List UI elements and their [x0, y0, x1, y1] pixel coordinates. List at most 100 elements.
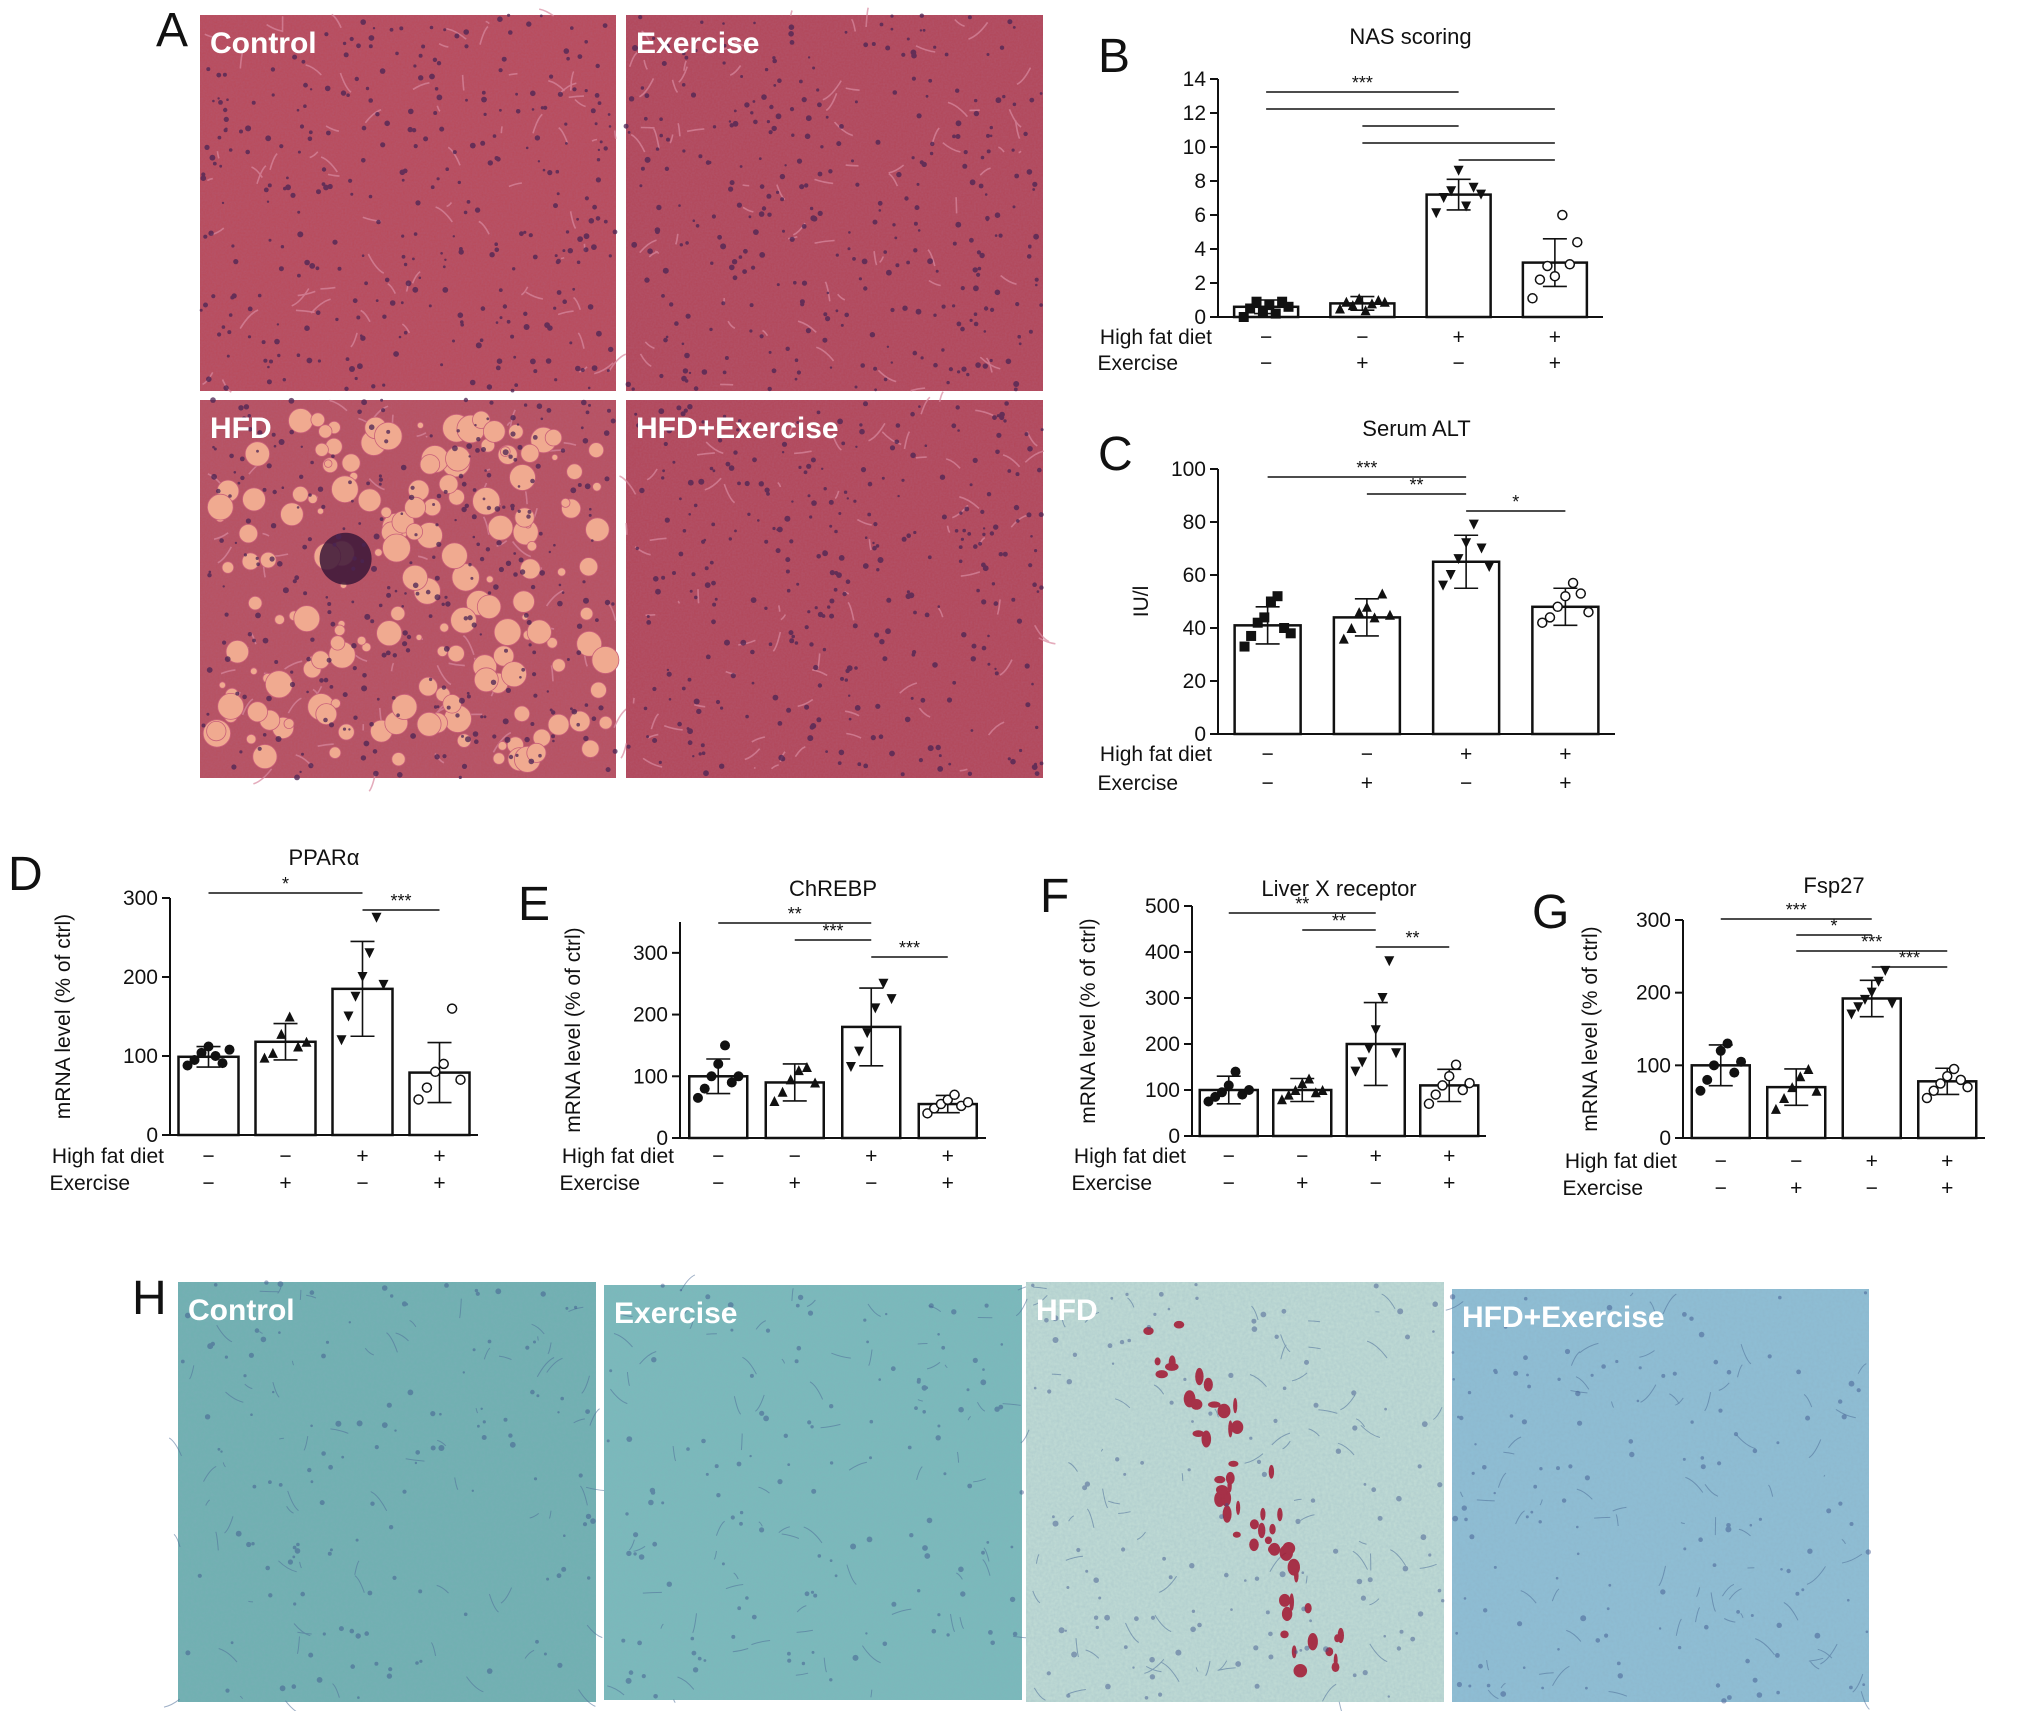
micrograph-h-nucleus — [804, 1591, 810, 1597]
micrograph-h-nuclei — [1449, 1291, 1872, 1704]
micrograph-a-nucleus — [391, 696, 396, 700]
micrograph-a-nucleus — [844, 678, 848, 682]
micrograph-a-strand — [608, 603, 617, 621]
micrograph-h-nucleus — [1052, 1315, 1059, 1322]
micrograph-h-nucleus — [480, 1407, 483, 1411]
data-point — [210, 1051, 221, 1061]
significance-label: ** — [1405, 928, 1419, 948]
micrograph-a-strand — [678, 66, 688, 83]
micrograph-a-nucleus — [1030, 535, 1033, 538]
micrograph-a-nucleus — [690, 92, 697, 98]
micrograph-h-strand — [1291, 1372, 1308, 1382]
micrograph-h-strand — [1002, 1403, 1021, 1406]
micrograph-h-nucleus — [392, 1575, 397, 1580]
micrograph-a-lipid-droplet — [492, 752, 506, 765]
micrograph-a-strand — [448, 662, 465, 667]
micrograph-a-nucleus — [974, 98, 978, 103]
micrograph-a-lipid-droplet — [404, 496, 427, 519]
micrograph-a-nucleus — [239, 129, 243, 134]
micrograph-a-lipid-droplet — [331, 475, 359, 504]
micrograph-h-nucleus — [482, 1420, 486, 1424]
micrograph-a-strand — [671, 79, 679, 93]
micrograph-a-nucleus — [788, 24, 795, 31]
micrograph-a-nucleus — [296, 506, 300, 509]
micrograph-a-nucleus — [935, 269, 939, 273]
micrograph-h-nucleus — [1539, 1467, 1543, 1471]
micrograph-a-nucleus — [951, 423, 957, 429]
significance-label: * — [282, 874, 289, 894]
micrograph-a-nucleus — [591, 539, 594, 542]
micrograph-h-nucleus — [1183, 1377, 1187, 1381]
micrograph-h-nucleus — [1299, 1649, 1303, 1652]
micrograph-h-nucleus — [878, 1378, 881, 1381]
micrograph-a-nucleus — [711, 522, 716, 527]
micrograph-a-nucleus — [595, 216, 601, 221]
micrograph-h-strand — [454, 1477, 459, 1490]
micrograph-a-strand — [824, 281, 831, 302]
micrograph-h-nucleus — [609, 1369, 613, 1373]
micrograph-a-nucleus — [319, 678, 324, 683]
micrograph-a-nucleus — [566, 658, 570, 661]
micrograph-a-nucleus — [639, 487, 645, 494]
micrograph-h-nucleus — [1356, 1578, 1363, 1585]
micrograph-h-strand — [1696, 1587, 1701, 1598]
micrograph-h-nucleus — [1360, 1595, 1366, 1601]
micrograph-a-nucleus — [732, 120, 739, 127]
micrograph-a-nucleus — [348, 728, 351, 731]
micrograph-h-nucleus — [1383, 1634, 1386, 1638]
micrograph-h-nucleus — [322, 1632, 326, 1636]
micrograph-a-nucleus — [960, 326, 965, 332]
micrograph-a-strand — [825, 93, 838, 112]
micrograph-h-nucleus — [355, 1538, 359, 1542]
micrograph-a-nucleus — [674, 321, 679, 326]
micrograph-a-nucleus — [835, 309, 839, 313]
micrograph-h-nucleus — [1134, 1616, 1139, 1622]
micrograph-a-nucleus — [804, 183, 809, 188]
micrograph-h-nucleus — [477, 1424, 480, 1428]
micrograph-h-nucleus — [355, 1633, 361, 1639]
micrograph-h-nucleus — [981, 1550, 985, 1555]
micrograph-a-nucleus — [460, 320, 464, 324]
micrograph-a-nucleus — [625, 381, 631, 387]
micrograph-a-nucleus — [829, 613, 835, 619]
micrograph-a-nucleus — [481, 90, 486, 95]
data-point — [1464, 1077, 1475, 1089]
micrograph-a-nucleus — [777, 78, 782, 83]
micrograph-a-strand — [744, 748, 761, 761]
micrograph-a-nucleus — [827, 605, 831, 609]
micrograph-h-nucleus — [1052, 1337, 1059, 1343]
micrograph-h-nucleus — [217, 1447, 221, 1451]
significance-label: *** — [899, 938, 920, 958]
micrograph-a-nucleus — [653, 576, 659, 582]
micrograph-a-nucleus — [736, 202, 743, 208]
micrograph-a-nucleus — [521, 667, 526, 672]
micrograph-a-nucleus — [817, 611, 824, 618]
micrograph-a-panel-3: HFD+Exercise — [619, 391, 1056, 778]
micrograph-a-nucleus — [265, 135, 272, 142]
micrograph-a-nucleus — [709, 560, 714, 565]
micrograph-a-nucleus — [584, 40, 588, 44]
micrograph-a-nucleus — [991, 582, 996, 586]
micrograph-a-nucleus — [401, 178, 405, 182]
micrograph-a-nucleus — [890, 307, 895, 313]
micrograph-a-nucleus — [223, 385, 229, 391]
micrograph-a-nucleus — [678, 204, 681, 207]
micrograph-a-label: HFD — [210, 412, 272, 445]
micrograph-a-nucleus — [1015, 472, 1020, 477]
micrograph-a-nucleus — [482, 497, 486, 501]
micrograph-h-strand — [409, 1319, 417, 1328]
micrograph-h-nucleus — [1144, 1696, 1149, 1700]
micrograph-a-nucleus — [812, 66, 816, 70]
micrograph-h-strand — [1015, 1298, 1028, 1317]
micrograph-h-nucleus — [418, 1589, 423, 1594]
micrograph-a-nucleus — [955, 221, 962, 228]
micrograph-h-nucleus — [1158, 1692, 1163, 1697]
micrograph-a-strand — [920, 396, 931, 415]
micrograph-h-nucleus — [1776, 1622, 1782, 1629]
micrograph-h-nucleus — [1417, 1611, 1424, 1617]
micrograph-h-nuclei — [606, 1283, 1024, 1699]
micrograph-a-lipid-droplet — [445, 445, 471, 472]
data-point — [357, 972, 368, 982]
micrograph-h-strand — [1114, 1398, 1131, 1409]
micrograph-h-nucleus — [891, 1601, 897, 1607]
